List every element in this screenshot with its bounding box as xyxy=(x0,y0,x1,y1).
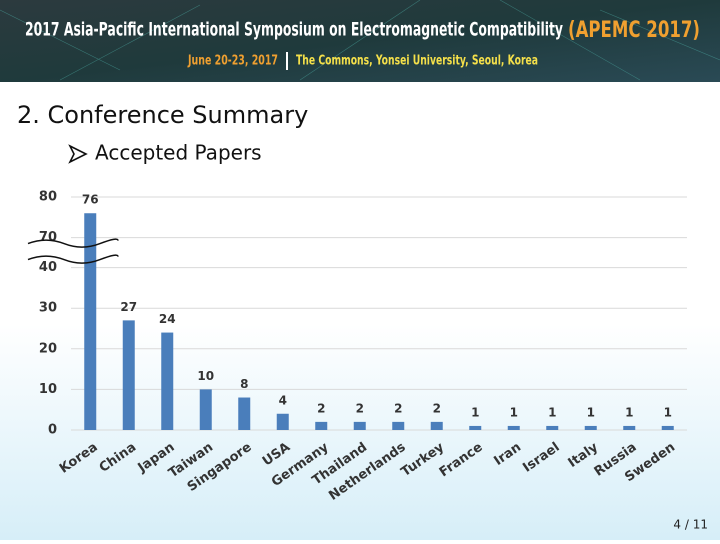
banner-acronym: (APEMC 2017) xyxy=(568,18,700,43)
data-label: 1 xyxy=(510,405,518,419)
bar xyxy=(276,413,289,430)
data-label: 1 xyxy=(587,405,595,419)
data-label: 10 xyxy=(197,369,214,383)
data-label: 8 xyxy=(240,377,248,391)
y-tick-label: 30 xyxy=(39,301,57,316)
y-tick-label: 40 xyxy=(39,260,57,275)
data-label: 2 xyxy=(356,401,364,415)
data-label: 2 xyxy=(394,401,402,415)
page-number: 4 / 11 xyxy=(673,518,708,532)
y-tick-label: 10 xyxy=(39,382,57,397)
bar xyxy=(623,425,636,430)
slide-title: 2. Conference Summary xyxy=(17,101,308,129)
banner xyxy=(0,0,720,82)
axis-break-mark xyxy=(27,254,119,264)
y-tick-label: 80 xyxy=(39,190,57,205)
bar xyxy=(122,320,135,430)
data-label: 4 xyxy=(279,393,287,407)
bar xyxy=(315,421,328,430)
banner-venue: The Commons, Yonsei University, Seoul, K… xyxy=(296,54,538,69)
bar xyxy=(353,421,366,430)
data-label: 76 xyxy=(82,193,99,207)
data-label: 2 xyxy=(433,401,441,415)
bar xyxy=(661,425,674,430)
y-tick-label: 70 xyxy=(39,230,57,245)
bar xyxy=(584,425,597,430)
bar xyxy=(430,421,443,430)
data-label: 27 xyxy=(120,300,137,314)
bar xyxy=(238,397,251,430)
data-label: 1 xyxy=(625,405,633,419)
data-label: 1 xyxy=(548,405,556,419)
bullet-arrow xyxy=(68,144,88,164)
data-label: 1 xyxy=(664,405,672,419)
axis-break-mark xyxy=(27,238,119,248)
bar xyxy=(84,213,97,430)
bar xyxy=(469,425,482,430)
y-tick-label: 20 xyxy=(39,341,57,356)
banner-title: 2017 Asia-Pacific International Symposiu… xyxy=(25,19,563,41)
banner-date: June 20-23, 2017 xyxy=(187,54,278,69)
bullet-text: Accepted Papers xyxy=(95,141,262,165)
data-label: 2 xyxy=(317,401,325,415)
y-tick-label: 0 xyxy=(48,423,57,438)
bar xyxy=(392,421,405,430)
data-label: 24 xyxy=(159,312,176,326)
bar xyxy=(199,389,212,430)
bar xyxy=(507,425,520,430)
bar xyxy=(161,332,174,430)
banner-network xyxy=(0,0,720,81)
data-label: 1 xyxy=(471,405,479,419)
bar xyxy=(546,425,559,430)
